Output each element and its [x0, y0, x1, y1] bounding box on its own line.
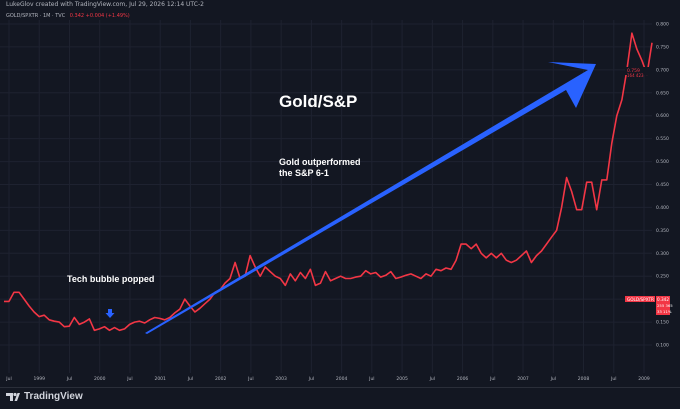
- y-tick-label: 0.250: [656, 274, 669, 280]
- y-tick-label: 0.550: [656, 136, 669, 142]
- y-tick-label: 0.400: [656, 205, 669, 211]
- trend-arrow: [145, 62, 596, 334]
- x-tick-label: Jul: [550, 376, 556, 382]
- current-price-sub2: 33 11%: [657, 309, 672, 314]
- x-tick-label: Jul: [489, 376, 495, 382]
- x-tick-label: 2001: [154, 376, 166, 382]
- symbol-change: 0.342 +0.004 (+1.49%): [69, 13, 130, 19]
- y-tick-label: 0.650: [656, 90, 669, 96]
- y-tick-label: 0.350: [656, 228, 669, 234]
- y-tick-label: 0.800: [656, 22, 669, 28]
- y-tick-label: 0.600: [656, 113, 669, 119]
- x-tick-label: Jul: [308, 376, 314, 382]
- x-tick-label: 2007: [517, 376, 529, 382]
- y-tick-label: 0.450: [656, 182, 669, 188]
- x-tick-label: 2000: [94, 376, 106, 382]
- current-price-box: [656, 296, 670, 315]
- current-price: 0.342: [657, 297, 669, 302]
- x-tick-label: 2009: [638, 376, 650, 382]
- tradingview-brand: TradingView: [24, 391, 83, 402]
- footer-bar: [0, 387, 680, 409]
- x-tick-label: 2005: [396, 376, 408, 382]
- x-tick-label: 2008: [578, 376, 590, 382]
- tech-bubble-note: Tech bubble popped: [67, 274, 155, 284]
- top-price-sub: 164 423: [627, 73, 644, 78]
- x-tick-label: Jul: [368, 376, 374, 382]
- symbol-tag-box: [625, 296, 655, 302]
- y-tick-label: 0.750: [656, 44, 669, 50]
- x-tick-label: 2003: [275, 376, 287, 382]
- time-axis: Jul 1999 Jul 2000 Jul 2001 Jul 2002 Jul 2003 Jul 20…: [5, 376, 650, 382]
- x-tick-label: 2004: [336, 376, 348, 382]
- y-tick-label: 0.100: [656, 343, 669, 349]
- y-tick-label: 0.150: [656, 320, 669, 326]
- credit-text: LukeGlov created with TradingView.com, J…: [6, 1, 204, 8]
- x-tick-label: Jul: [247, 376, 253, 382]
- y-tick-label: 0.500: [656, 159, 669, 165]
- outperform-line-2: the S&P 6-1: [279, 168, 329, 178]
- outperform-note: Gold outperformed the S&P 6-1: [279, 157, 361, 179]
- x-tick-label: Jul: [5, 376, 11, 382]
- x-tick-label: Jul: [126, 376, 132, 382]
- chart-title: Gold/S&P: [279, 92, 358, 111]
- series-line-gold-spxtr: [4, 32, 653, 332]
- y-tick-label: 0.700: [656, 67, 669, 73]
- x-tick-label: Jul: [187, 376, 193, 382]
- chart-grid: [0, 20, 652, 373]
- down-arrow-icon: [105, 309, 115, 318]
- price-chart[interactable]: Jul 1999 Jul 2000 Jul 2001 Jul 2002 Jul 2003 Jul 20…: [0, 0, 680, 387]
- current-price-sub1: 255 365: [657, 303, 673, 308]
- y-tick-label: 0.300: [656, 251, 669, 257]
- top-price-box: [625, 67, 655, 75]
- outperform-line-1: Gold outperformed: [279, 157, 361, 167]
- tradingview-logo[interactable]: TradingView: [6, 391, 83, 402]
- x-tick-label: 1999: [34, 376, 46, 382]
- symbol-legend[interactable]: GOLD/SPXTR · 1M · TVC 0.342 +0.004 (+1.4…: [6, 13, 130, 19]
- x-tick-label: Jul: [610, 376, 616, 382]
- x-tick-label: 2006: [457, 376, 469, 382]
- symbol-name: GOLD/SPXTR · 1M · TVC: [6, 13, 66, 19]
- x-tick-label: 2002: [215, 376, 227, 382]
- top-price-label: 0.759: [627, 68, 640, 74]
- x-tick-label: Jul: [66, 376, 72, 382]
- symbol-tag-label: GOLD/SPXTR: [627, 297, 654, 302]
- chart-header: LukeGlov created with TradingView.com, J…: [0, 0, 680, 10]
- x-tick-label: Jul: [429, 376, 435, 382]
- tradingview-logo-icon: [6, 392, 20, 401]
